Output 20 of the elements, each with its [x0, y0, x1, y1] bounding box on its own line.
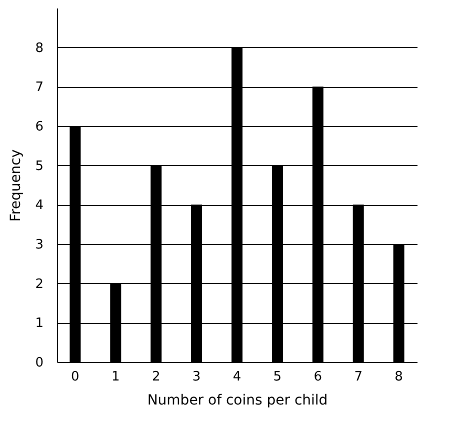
x-tick-label: 6 — [314, 370, 322, 384]
y-tick-label: 4 — [35, 198, 44, 214]
x-tick-label: 0 — [71, 370, 80, 384]
y-tick-label: 8 — [35, 40, 44, 56]
y-tick-label: 1 — [35, 316, 44, 332]
x-tick-label: 5 — [273, 370, 282, 384]
y-tick-label: 2 — [35, 276, 44, 292]
y-tick-label: 7 — [35, 80, 44, 96]
y-tick-label: 5 — [35, 158, 44, 174]
x-tick-label: 8 — [394, 370, 403, 384]
x-tick-label: 3 — [192, 370, 201, 384]
x-tick-label: 2 — [152, 370, 160, 384]
y-tick-label: 0 — [35, 356, 44, 370]
x-tick-label: 4 — [232, 370, 242, 384]
x-axis-title: Number of coins per child — [147, 392, 328, 408]
x-tick-label: 1 — [112, 370, 120, 384]
y-tick-label: 6 — [35, 120, 44, 134]
y-axis-title: Frequency — [8, 149, 24, 222]
x-tick-label: 7 — [354, 370, 362, 384]
y-tick-label: 3 — [35, 238, 44, 252]
